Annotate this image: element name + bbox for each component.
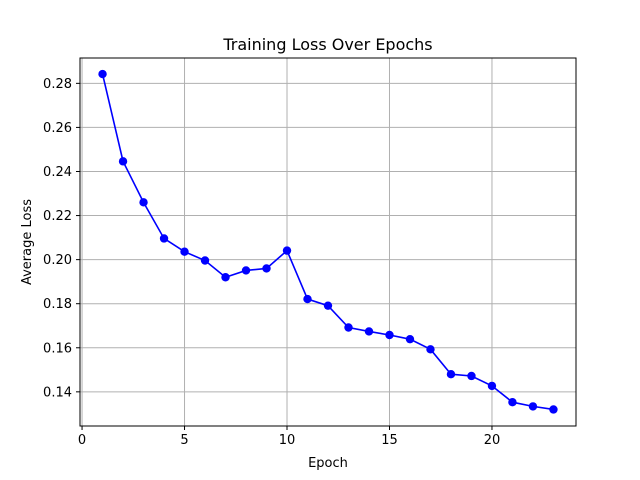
data-point [98,69,107,79]
data-point [159,234,169,243]
data-point [200,256,210,265]
data-point [487,381,497,391]
grid [80,58,576,426]
y-tick-label: 0.14 [43,385,72,400]
data-point [344,323,353,332]
x-tick-label: 10 [279,433,296,448]
data-point [303,294,312,304]
data-point [385,330,394,340]
y-axis-label: Average Loss [20,199,35,285]
data-point [467,371,476,381]
data-point [528,402,538,411]
y-tick-label: 0.22 [43,209,72,224]
chart-title: Training Loss Over Epochs [222,35,432,54]
x-tick-label: 20 [484,433,501,448]
data-point [405,334,415,344]
x-axis-label: Epoch [308,456,348,471]
y-tick-label: 0.16 [43,341,72,356]
x-tick-label: 5 [180,433,188,448]
data-point [282,246,292,255]
data-point [364,327,374,336]
data-point [426,345,435,354]
x-tick-label: 15 [381,433,398,448]
data-point [446,370,456,379]
data-point [180,247,189,256]
x-axis: 0 5 10 15 20 [78,426,500,448]
y-tick-label: 0.26 [43,121,72,136]
y-axis: 0.14 0.16 0.18 0.20 0.22 0.24 0.26 0.28 [43,77,80,400]
data-point [323,301,333,310]
data-point [262,264,271,273]
y-tick-label: 0.24 [43,165,72,180]
data-point [508,398,517,407]
y-tick-label: 0.18 [43,297,72,312]
data-point [221,273,230,282]
x-tick-label: 0 [78,433,86,448]
y-tick-label: 0.28 [43,77,72,92]
series-group [98,69,558,414]
data-point [118,157,128,166]
data-point [139,198,148,207]
series-line [101,73,554,411]
data-point [241,266,251,275]
data-point [549,405,558,414]
plot-frame [79,57,577,427]
y-tick-label: 0.20 [43,253,72,268]
